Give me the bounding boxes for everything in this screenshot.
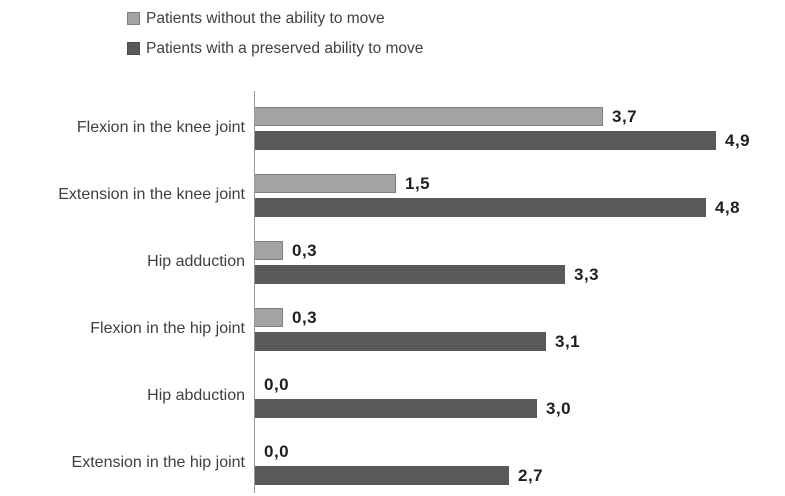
series-row-with-ability: 3,1 (255, 332, 785, 351)
category-row: Flexion in the hip joint 0,3 3,1 (0, 292, 785, 359)
value-label-without-ability: 0,0 (264, 441, 290, 461)
series-row-with-ability: 4,8 (255, 198, 785, 217)
series-row-without-ability: 0,3 (255, 308, 785, 327)
series-row-without-ability: 0,0 (255, 375, 785, 394)
category-label: Flexion in the hip joint (90, 319, 245, 337)
category-label: Hip abduction (147, 386, 245, 404)
value-label-without-ability: 0,3 (292, 240, 318, 260)
category-label: Flexion in the knee joint (76, 118, 245, 136)
legend-item-without-ability: Patients without the ability to move (127, 10, 423, 27)
bar-without-ability (255, 174, 396, 193)
series-row-with-ability: 2,7 (255, 466, 785, 485)
series-row-with-ability: 4,9 (255, 131, 785, 150)
legend-label-with-ability: Patients with a preserved ability to mov… (146, 40, 424, 57)
plot-area: Flexion in the knee joint 3,7 4,9 Extens… (0, 91, 785, 493)
series-row-with-ability: 3,3 (255, 265, 785, 284)
chart-legend: Patients without the ability to move Pat… (127, 10, 423, 57)
series-row-without-ability: 0,0 (255, 442, 785, 461)
category-row: Flexion in the knee joint 3,7 4,9 (0, 91, 785, 158)
value-label-with-ability: 4,9 (725, 130, 751, 150)
bar-with-ability (255, 399, 537, 418)
series-row-without-ability: 0,3 (255, 241, 785, 260)
legend-label-without-ability: Patients without the ability to move (146, 10, 385, 27)
bar-with-ability (255, 198, 706, 217)
bar-with-ability (255, 265, 565, 284)
value-label-with-ability: 2,7 (518, 465, 544, 485)
value-label-without-ability: 1,5 (405, 173, 431, 193)
bar-without-ability (255, 107, 603, 126)
bar-with-ability (255, 332, 546, 351)
value-label-without-ability: 0,0 (264, 374, 290, 394)
category-bars: 3,7 4,9 (254, 91, 785, 158)
value-label-with-ability: 3,0 (546, 398, 572, 418)
category-label: Hip adduction (147, 252, 245, 270)
value-label-with-ability: 4,8 (715, 197, 741, 217)
value-label-without-ability: 3,7 (612, 106, 638, 126)
bar-without-ability (255, 308, 283, 327)
legend-swatch-without-ability-icon (127, 12, 140, 25)
legend-swatch-with-ability-icon (127, 42, 140, 55)
category-bars: 0,3 3,3 (254, 225, 785, 292)
category-label: Extension in the hip joint (71, 453, 245, 471)
category-bars: 0,3 3,1 (254, 292, 785, 359)
value-label-with-ability: 3,1 (555, 331, 581, 351)
bar-with-ability (255, 466, 509, 485)
value-label-with-ability: 3,3 (574, 264, 600, 284)
category-bars: 0,0 3,0 (254, 359, 785, 426)
category-rows: Flexion in the knee joint 3,7 4,9 Extens… (0, 91, 785, 493)
value-label-without-ability: 0,3 (292, 307, 318, 327)
bar-with-ability (255, 131, 716, 150)
category-bars: 1,5 4,8 (254, 158, 785, 225)
category-row: Hip adduction 0,3 3,3 (0, 225, 785, 292)
category-row: Extension in the hip joint 0,0 2,7 (0, 426, 785, 493)
series-row-without-ability: 3,7 (255, 107, 785, 126)
series-row-without-ability: 1,5 (255, 174, 785, 193)
category-row: Hip abduction 0,0 3,0 (0, 359, 785, 426)
category-label: Extension in the knee joint (58, 185, 245, 203)
series-row-with-ability: 3,0 (255, 399, 785, 418)
legend-item-with-ability: Patients with a preserved ability to mov… (127, 40, 423, 57)
category-row: Extension in the knee joint 1,5 4,8 (0, 158, 785, 225)
category-bars: 0,0 2,7 (254, 426, 785, 493)
bar-without-ability (255, 241, 283, 260)
